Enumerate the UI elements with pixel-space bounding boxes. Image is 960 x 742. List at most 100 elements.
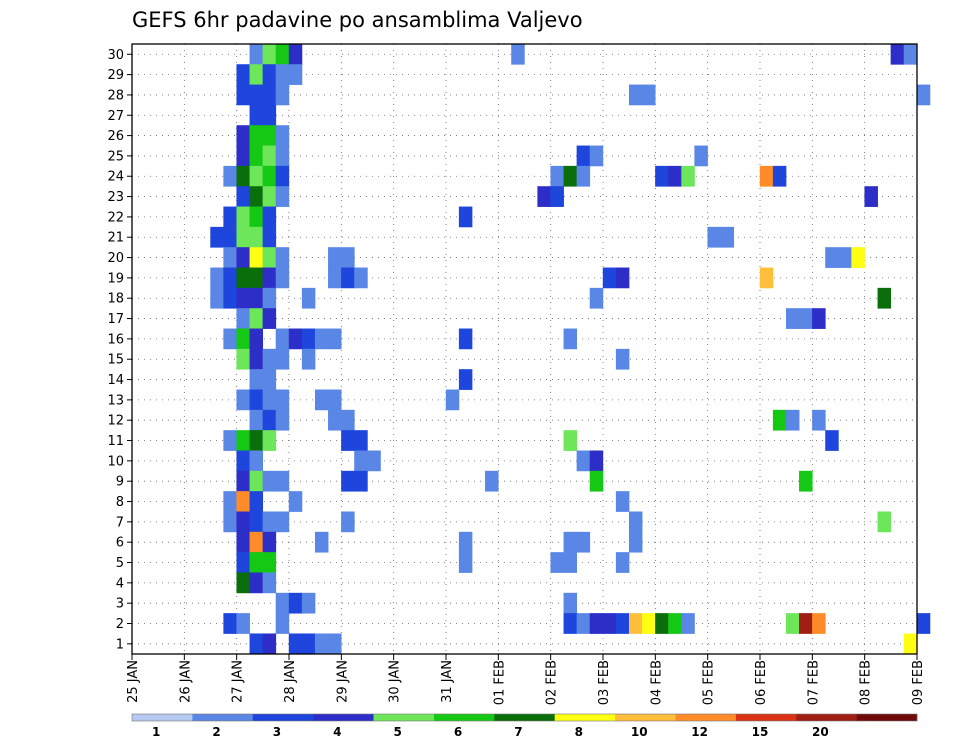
color-legend: 1 2 3 4 5 6 7 8 10 12 15 20: [131, 713, 918, 739]
heatmap-cell: [249, 450, 264, 472]
x-tick-label: 06 FEB: [754, 660, 769, 705]
y-tick-label: 6: [116, 536, 124, 551]
heatmap-cell: [825, 430, 839, 451]
x-tick-label: 25 JAN: [126, 660, 141, 703]
legend-swatch: [554, 714, 616, 721]
heatmap-cell: [249, 267, 264, 289]
heatmap-cell: [249, 633, 264, 655]
legend-tick-label: 1: [152, 725, 160, 739]
heatmap-cell: [354, 430, 368, 451]
heatmap-cell: [655, 613, 669, 634]
heatmap-cell: [210, 287, 224, 309]
heatmap-cell: [275, 267, 290, 289]
heatmap-cell: [655, 165, 669, 187]
heatmap-cell: [275, 328, 290, 350]
heatmap-cell: [210, 226, 224, 248]
heatmap-cell: [275, 125, 290, 146]
heatmap-cell: [262, 186, 277, 207]
y-tick-label: 24: [107, 170, 124, 185]
heatmap-cell: [275, 165, 290, 187]
heatmap-cell: [262, 206, 277, 228]
heatmap-cell: [262, 84, 277, 106]
legend-swatch: [494, 714, 555, 721]
y-tick-label: 2: [116, 617, 124, 632]
heatmap-cell: [328, 247, 342, 268]
heatmap-cell: [262, 247, 277, 268]
x-tick-label: 08 FEB: [859, 660, 874, 705]
y-tick-label: 20: [107, 251, 124, 266]
heatmap-cell: [262, 43, 277, 65]
legend-tick-label: 12: [691, 725, 708, 739]
legend-tick-label: 6: [454, 725, 462, 739]
legend-tick-label: 10: [631, 725, 648, 739]
heatmap-cell: [262, 125, 277, 146]
heatmap-cell: [262, 633, 277, 655]
heatmap-cell: [681, 613, 695, 634]
y-tick-label: 9: [116, 475, 124, 490]
heatmap-cell: [877, 511, 892, 533]
y-tick-label: 15: [107, 353, 124, 368]
x-tick-label: 27 JAN: [231, 660, 246, 703]
y-tick-label: 1: [116, 637, 124, 652]
legend-tick-label: 20: [812, 725, 829, 739]
y-tick-label: 3: [116, 597, 124, 612]
heatmap-cell: [367, 450, 381, 472]
y-tick-label: 16: [107, 332, 124, 347]
heatmap-cell: [341, 409, 355, 431]
heatmap-cell: [249, 389, 264, 411]
heatmap-cell: [615, 267, 630, 289]
heatmap-cell: [576, 450, 591, 472]
heatmap-cell: [262, 348, 277, 370]
heatmap-cell: [249, 470, 264, 492]
legend-swatch: [796, 714, 857, 721]
y-tick-label: 7: [116, 515, 124, 530]
heatmap-cell: [812, 613, 826, 634]
heatmap-cell: [301, 633, 316, 655]
heatmap-cell: [236, 226, 250, 248]
heatmap-cell: [563, 592, 578, 614]
heatmap-cell: [236, 491, 250, 512]
heatmap-cell: [288, 633, 303, 655]
heatmap-cell: [262, 511, 277, 533]
heatmap-cell: [785, 308, 800, 329]
heatmap-cell: [445, 389, 460, 411]
x-tick-label: 29 JAN: [335, 660, 350, 703]
legend-tick-label: 15: [752, 725, 769, 739]
heatmap-cell: [262, 165, 277, 187]
heatmap-cell: [262, 369, 277, 390]
heatmap-cell: [249, 125, 264, 146]
heatmap-cell: [210, 267, 224, 289]
legend-tick-label: 3: [273, 725, 281, 739]
heatmap-cell: [249, 430, 264, 451]
heatmap-cell: [341, 267, 355, 289]
chart-title: GEFS 6hr padavine po ansamblima Valjevo: [132, 8, 583, 32]
heatmap-cell: [615, 491, 630, 512]
heatmap-cell: [877, 287, 892, 309]
heatmap-cell: [511, 43, 525, 65]
heatmap-cell: [249, 64, 264, 85]
heatmap-cell: [288, 491, 303, 512]
x-tick-label: 07 FEB: [806, 660, 821, 705]
plot-frame: [131, 43, 918, 655]
heatmap-cell: [223, 430, 237, 451]
heatmap-cell: [628, 531, 643, 553]
y-tick-label: 19: [107, 271, 124, 286]
heatmap-cell: [328, 409, 342, 431]
heatmap-cell: [838, 247, 852, 268]
heatmap-cell: [249, 308, 264, 329]
heatmap-cell: [485, 470, 499, 492]
heatmap-cell: [707, 226, 721, 248]
heatmap-cell: [341, 247, 355, 268]
heatmap-cell: [236, 145, 250, 167]
heatmap-cell: [589, 613, 604, 634]
y-tick-label: 27: [107, 109, 124, 124]
x-axis: 25 JAN 26 JAN 27 JAN 28 JAN 29 JAN 30 JAN 31 J…: [126, 654, 926, 705]
heatmap-cell: [785, 613, 800, 634]
heatmap-cell: [916, 613, 931, 634]
heatmap-cell: [314, 328, 329, 350]
heatmap-cell: [236, 64, 250, 85]
heatmap-cell: [354, 450, 368, 472]
y-tick-label: 23: [107, 190, 124, 205]
heatmap-cell: [458, 531, 473, 553]
heatmap-cell: [576, 613, 591, 634]
